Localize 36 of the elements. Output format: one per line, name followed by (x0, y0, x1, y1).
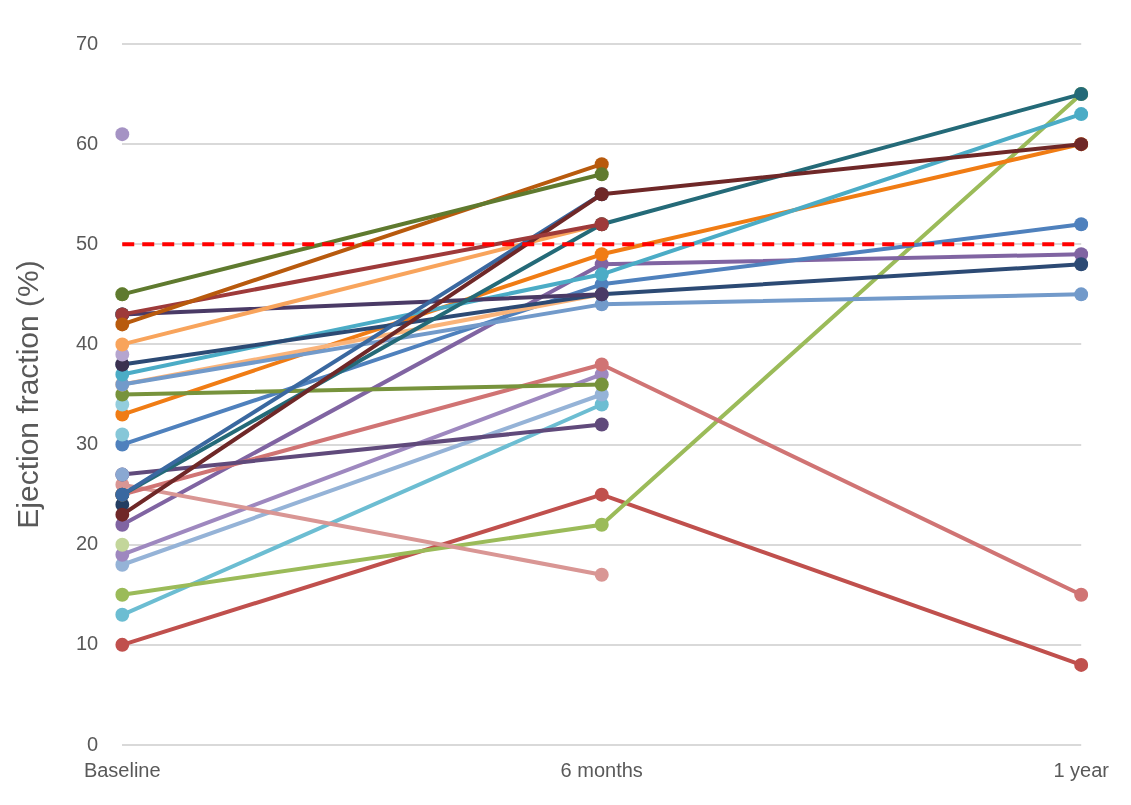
point (115, 607, 130, 622)
y-axis-title: Ejection fraction (%) (11, 260, 45, 529)
point (115, 637, 130, 652)
point (1074, 257, 1089, 272)
point (1074, 107, 1089, 122)
y-tick-label: 0 (87, 732, 99, 755)
y-tick-label: 20 (76, 532, 99, 555)
point (594, 517, 609, 532)
x-tick-label: 1 year (1053, 758, 1110, 781)
point (1074, 217, 1089, 232)
x-tick-label: 6 months (560, 758, 643, 781)
point (115, 587, 130, 602)
y-tick-label: 10 (76, 632, 99, 655)
point (115, 427, 130, 442)
y-tick-label: 60 (76, 131, 99, 154)
point (594, 487, 609, 502)
point (1074, 287, 1089, 302)
point (594, 267, 609, 282)
x-tick-label: Baseline (83, 758, 161, 781)
point (115, 337, 130, 352)
point (594, 247, 609, 262)
y-tick-label: 40 (76, 331, 99, 354)
point (1074, 657, 1089, 672)
y-tick-label: 30 (76, 432, 99, 455)
point (594, 567, 609, 582)
point (594, 417, 609, 432)
point (115, 317, 130, 332)
point (115, 507, 130, 522)
point (594, 167, 609, 182)
y-tick-label: 70 (76, 31, 99, 54)
point (1074, 587, 1089, 602)
point (115, 127, 130, 142)
point (115, 537, 130, 552)
point (594, 357, 609, 372)
y-tick-label: 50 (76, 231, 99, 254)
point (594, 377, 609, 392)
